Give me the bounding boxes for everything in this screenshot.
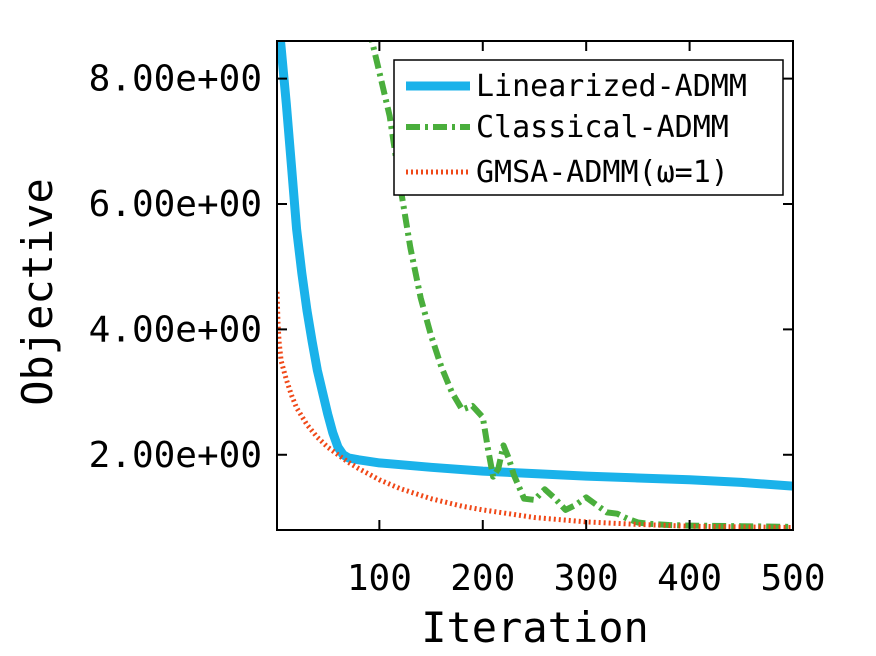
- x-tick-label: 500: [760, 558, 825, 599]
- plot-frame: [276, 40, 794, 531]
- x-tick-label: 100: [347, 558, 412, 599]
- x-tick-label: 200: [450, 558, 515, 599]
- x-tick-label: 400: [657, 558, 722, 599]
- legend-label-linearized-admm: Linearized-ADMM: [476, 69, 747, 104]
- x-tick-label: 300: [554, 558, 619, 599]
- ticks-layer: 100 200 300 400 500 2.00e+00 4.00e+00 6.00e+00 8…: [89, 41, 826, 599]
- y-tick-label: 4.00e+00: [89, 309, 262, 350]
- legend-label-classical-admm: Classical-ADMM: [476, 110, 729, 145]
- series-line-gmsa-admm-1: [277, 291, 793, 530]
- series-line-linearized-admm: [277, 41, 793, 491]
- series-line-classical-admm: [368, 41, 793, 530]
- y-tick-label: 2.00e+00: [89, 435, 262, 476]
- legend-label-gmsa-admm: GMSA-ADMM(ω=1): [476, 155, 729, 190]
- y-axis-title: Objective: [13, 178, 62, 406]
- x-axis-title: Iteration: [421, 603, 649, 652]
- series-layer: [277, 41, 793, 530]
- legend: Linearized-ADMM Classical-ADMM GMSA-ADMM…: [393, 59, 784, 196]
- y-tick-label: 8.00e+00: [89, 59, 262, 100]
- y-tick-label: 6.00e+00: [89, 184, 262, 225]
